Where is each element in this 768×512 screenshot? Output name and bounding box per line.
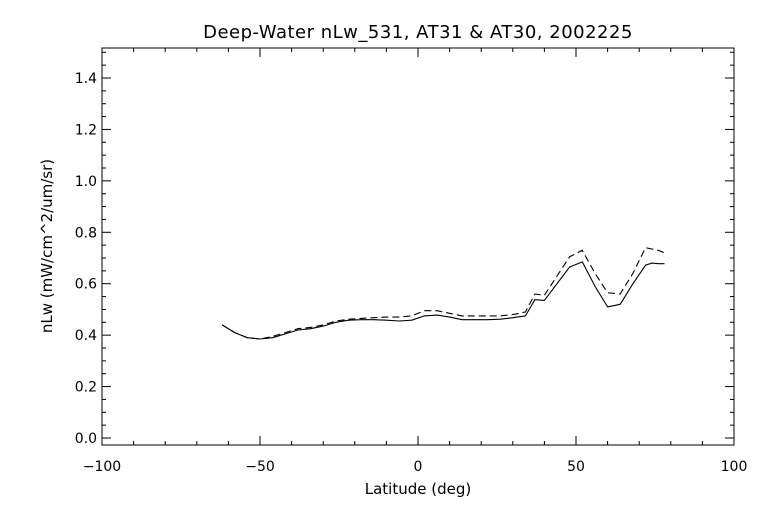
x-tick-label: 0	[414, 459, 423, 475]
plot-frame-rect	[101, 47, 735, 446]
y-tick-label: 0.4	[75, 328, 97, 344]
y-tick-label: 1.2	[75, 122, 97, 138]
y-tick-label: 0.6	[75, 277, 97, 293]
axis-tick-labels: −100 −50 0 50 100 0.0 0.2 0.4 0.6 0.8 1.0 1.2 1.4	[75, 71, 748, 475]
y-tick-label: 0.2	[75, 380, 97, 396]
x-tick-label: 50	[567, 459, 585, 475]
series-lines	[221, 247, 665, 340]
x-tick-label: −100	[83, 459, 121, 475]
x-axis-label: Latitude (deg)	[365, 480, 471, 498]
chart-title: Deep-Water nLw_531, AT31 & AT30, 2002225	[203, 22, 633, 43]
x-tick-label: −50	[245, 459, 275, 475]
y-tick-label: 1.0	[75, 174, 97, 190]
x-tick-label: 100	[721, 459, 748, 475]
y-tick-label: 0.0	[75, 431, 97, 447]
plot-frame	[101, 47, 735, 446]
y-axis-label: nLw (mW/cm^2/um/sr)	[38, 159, 56, 333]
y-tick-label: 1.4	[75, 71, 97, 87]
y-tick-label: 0.8	[75, 225, 97, 241]
series-line-solid	[221, 261, 665, 340]
series-line-dashed	[221, 247, 665, 340]
axis-ticks	[101, 48, 735, 445]
